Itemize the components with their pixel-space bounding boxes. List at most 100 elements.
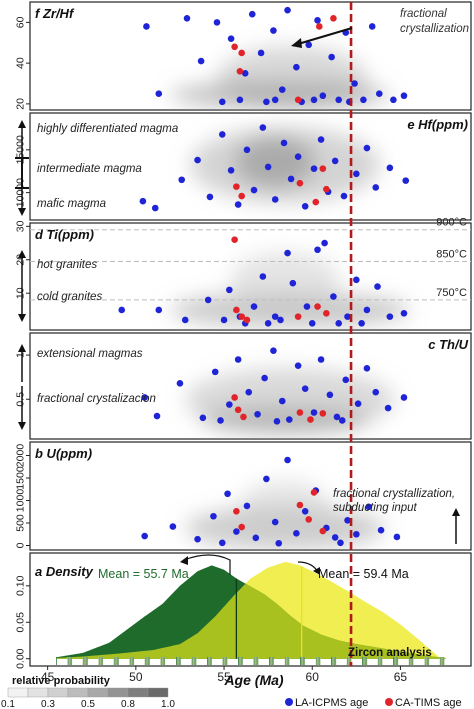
- la-icpms-point: [400, 394, 408, 401]
- probability-swatch: [27, 687, 49, 698]
- y-tick-label-d: 30: [15, 220, 27, 232]
- la-icpms-point: [308, 320, 316, 327]
- ca-tims-point: [323, 185, 330, 193]
- x-tick-label: 55: [217, 670, 231, 684]
- x-tick-label: 65: [394, 670, 408, 684]
- y-tick-label-c: 0.5: [15, 392, 27, 407]
- la-icpms-point: [354, 400, 362, 407]
- y-tick-label-a: 0.05: [15, 612, 27, 633]
- annotation-cold-granites: cold granites: [37, 291, 102, 303]
- la-icpms-point: [372, 184, 380, 191]
- density-shading-c: [185, 368, 395, 434]
- la-icpms-point: [390, 96, 397, 104]
- mean-b-label: Mean = 59.4 Ma: [318, 567, 409, 581]
- la-icpms-point: [243, 502, 251, 510]
- ca-tims-point: [296, 501, 304, 509]
- la-icpms-point: [301, 203, 309, 210]
- y-tick-label-b: 0: [15, 542, 27, 548]
- probability-swatch: [47, 687, 69, 698]
- la-icpms-point: [331, 534, 339, 541]
- ca-tims-point: [305, 516, 313, 523]
- la-icpms-point: [360, 96, 367, 104]
- la-icpms-point: [363, 306, 371, 314]
- x-tick-label: 50: [129, 670, 143, 684]
- ca-tims-point: [231, 236, 238, 244]
- la-icpms-point: [263, 475, 270, 483]
- reference-lines: 900°C 850°C 750°C: [30, 217, 471, 301]
- la-icpms-point: [386, 164, 394, 172]
- arrow-d-up-head: [18, 250, 26, 258]
- la-icpms-point: [310, 409, 318, 416]
- y-tick-label-b: 1000: [15, 489, 27, 513]
- y-tick-label-a: 0.10: [15, 575, 27, 596]
- la-icpms-point: [181, 316, 189, 324]
- la-icpms-point: [226, 401, 233, 408]
- arrow-c-up-head: [18, 344, 26, 352]
- la-icpms-point: [151, 204, 159, 212]
- la-icpms-point: [278, 86, 286, 93]
- ca-tims-point: [312, 198, 320, 206]
- la-icpms-point: [139, 197, 147, 205]
- probability-swatch: [67, 687, 89, 698]
- la-icpms-point: [344, 517, 351, 524]
- la-icpms-point: [386, 313, 394, 320]
- la-icpms-point: [353, 530, 360, 538]
- panel-a-label: a Density: [35, 564, 94, 579]
- annotation-fractional-crystalizacion: fractional crystalizacion: [37, 393, 156, 405]
- ca-tims-point: [296, 409, 304, 416]
- la-icpms-point: [254, 410, 261, 418]
- la-icpms-point: [374, 283, 381, 290]
- zircon-analysis-label: Zircon analysis: [348, 647, 432, 659]
- annotation-mafic: mafic magma: [37, 198, 106, 210]
- la-icpms-point: [284, 249, 291, 257]
- reference-line-label: 850°C: [436, 248, 467, 260]
- la-icpms-point: [310, 96, 318, 104]
- y-tick-label-b: 2000: [15, 444, 27, 468]
- legend-ca-label: CA-TIMS age: [395, 697, 462, 709]
- la-icpms-point: [278, 397, 286, 405]
- point-legend: LA-ICPMS age CA-TIMS age: [285, 697, 462, 709]
- la-icpms-point: [275, 539, 283, 547]
- la-icpms-point: [224, 490, 231, 498]
- annotation-subducting-input: subducting input: [333, 502, 418, 514]
- la-icpms-point: [183, 15, 191, 22]
- la-icpms-point: [227, 35, 235, 42]
- la-icpms-point: [227, 167, 235, 174]
- y-tick-label-d: 20: [15, 254, 27, 266]
- ca-tims-point: [319, 165, 327, 172]
- mean-a-connector-head: [180, 556, 188, 565]
- la-icpms-point: [197, 57, 205, 65]
- la-icpms-point: [218, 131, 226, 138]
- la-icpms-point: [384, 404, 392, 412]
- ca-tims-point: [238, 192, 245, 200]
- y-tick-label-b: 1500: [15, 466, 27, 490]
- la-icpms-point: [287, 175, 295, 183]
- la-icpms-point: [330, 293, 337, 300]
- la-icpms-point: [337, 539, 344, 547]
- la-icpms-point: [264, 320, 272, 327]
- arrow-d-down-head: [18, 314, 26, 322]
- panel-d-label: d Ti(ppm): [35, 227, 94, 242]
- annotation-highly-differentiated: highly differentiated magma: [37, 123, 178, 135]
- la-icpms-point: [293, 63, 300, 71]
- ca-tims-point: [307, 416, 314, 423]
- x-tick-label: 45: [41, 670, 55, 684]
- la-icpms-point: [270, 27, 277, 34]
- la-icpms-point: [259, 124, 267, 131]
- la-icpms-point: [234, 356, 242, 363]
- ca-tims-point: [231, 43, 238, 51]
- la-icpms-point: [199, 414, 207, 422]
- probability-swatch: [107, 687, 129, 698]
- la-icpms-point: [176, 380, 184, 387]
- ca-tims-point: [238, 523, 245, 531]
- legend-ca-marker: [385, 698, 393, 706]
- legend-la-label: LA-ICPMS age: [295, 697, 368, 709]
- probability-label: 1.0: [161, 699, 175, 709]
- la-icpms-point: [286, 416, 293, 423]
- y-tick-label-c: 1: [15, 352, 27, 358]
- la-icpms-point: [340, 192, 348, 200]
- annotation-crystallization: crystallization: [400, 23, 469, 35]
- la-icpms-point: [400, 92, 408, 100]
- la-icpms-point: [178, 176, 186, 184]
- ca-tims-point: [294, 313, 302, 320]
